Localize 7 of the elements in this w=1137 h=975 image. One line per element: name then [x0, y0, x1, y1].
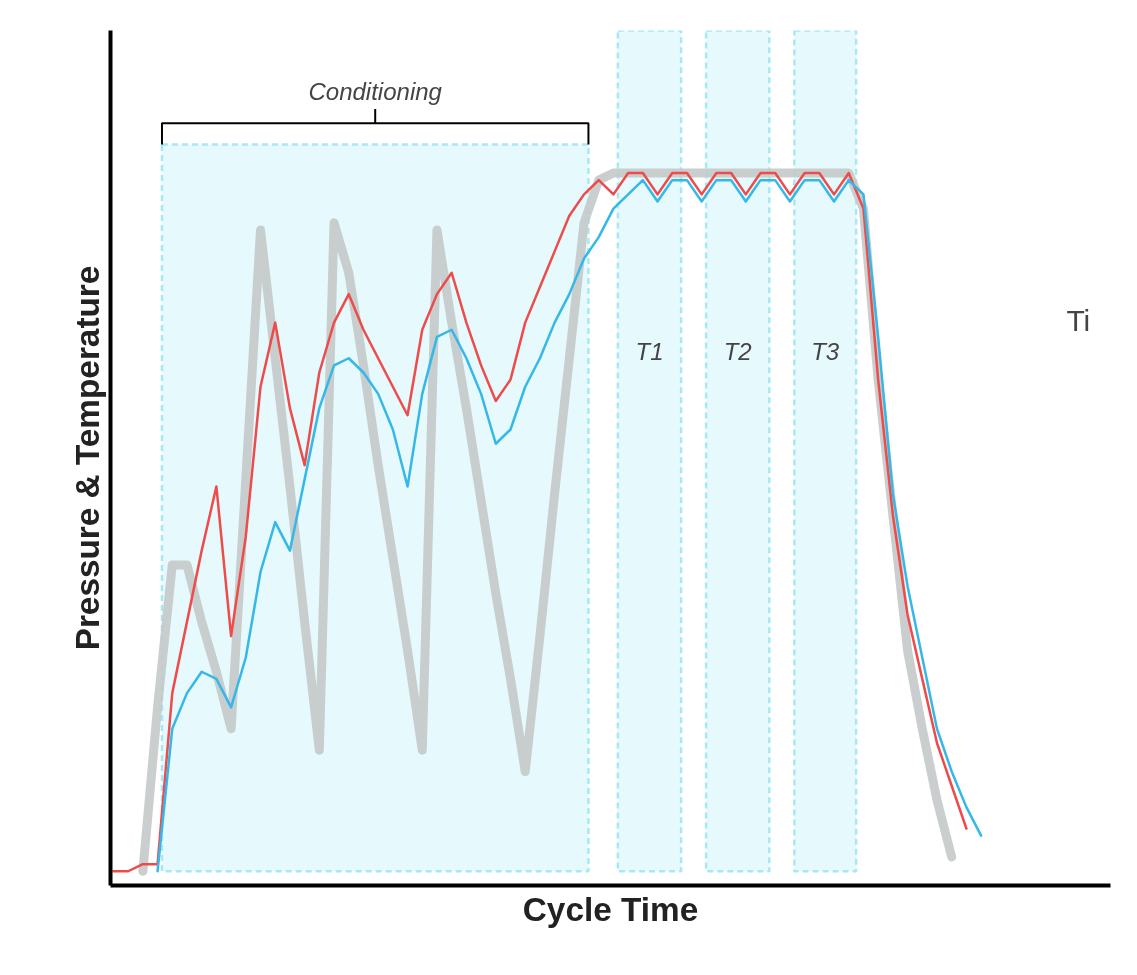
- annotation: T2: [723, 337, 752, 365]
- annotation: T3: [811, 337, 840, 365]
- y-axis-title: Pressure & Temperature: [68, 265, 106, 651]
- text: Conditioning: [308, 77, 443, 105]
- x-axis-title: Cycle Time: [522, 890, 699, 928]
- text: Ti: [1066, 303, 1091, 337]
- annotation: T1: [635, 337, 664, 365]
